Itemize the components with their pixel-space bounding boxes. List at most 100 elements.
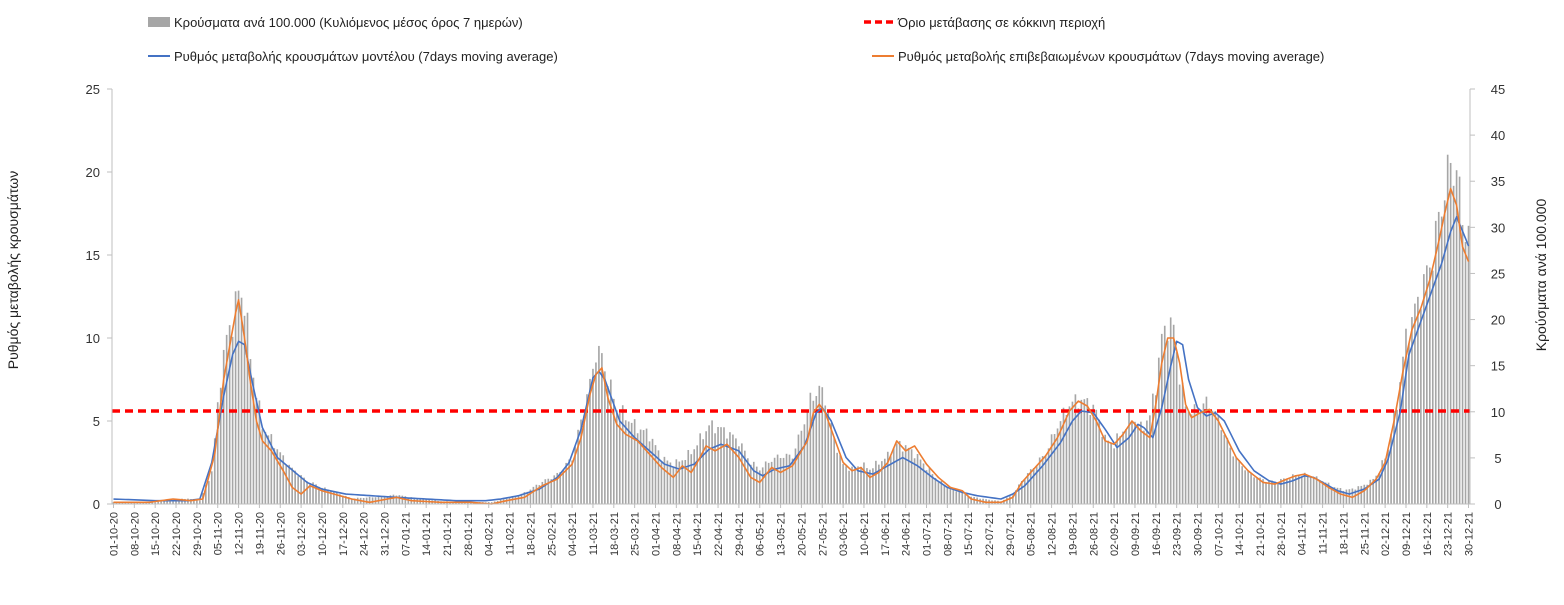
bar bbox=[1235, 457, 1238, 504]
bar bbox=[559, 472, 562, 504]
bar bbox=[1163, 325, 1166, 504]
x-tick-label: 09-12-21 bbox=[1401, 512, 1413, 556]
bar bbox=[851, 466, 853, 504]
bar bbox=[1166, 340, 1169, 504]
bar bbox=[222, 349, 225, 504]
bar bbox=[1071, 401, 1074, 504]
bar bbox=[1434, 220, 1437, 505]
bar bbox=[1402, 356, 1404, 504]
bar bbox=[532, 486, 535, 504]
bar bbox=[160, 501, 162, 504]
bar bbox=[669, 462, 672, 504]
x-tick-label: 15-10-20 bbox=[150, 512, 162, 556]
x-tick-label: 25-11-21 bbox=[1359, 512, 1371, 555]
y-left-tick-labels: 0 5 10 15 20 25 bbox=[86, 82, 112, 512]
bar bbox=[154, 502, 156, 504]
x-tick-label: 12-08-21 bbox=[1047, 512, 1059, 556]
bar bbox=[889, 456, 892, 504]
bar bbox=[1175, 352, 1178, 504]
bar bbox=[842, 464, 844, 504]
bar bbox=[1464, 241, 1467, 504]
bar bbox=[1154, 395, 1157, 504]
bar bbox=[1134, 421, 1136, 504]
bar bbox=[1140, 421, 1142, 504]
x-tick-label: 04-02-21 bbox=[484, 512, 496, 556]
bar bbox=[562, 469, 564, 504]
bar bbox=[1393, 410, 1395, 504]
bar bbox=[1309, 477, 1312, 504]
bar bbox=[529, 489, 532, 504]
bar bbox=[1321, 481, 1324, 504]
bar bbox=[788, 454, 791, 504]
bar bbox=[1143, 430, 1145, 504]
bar bbox=[1271, 480, 1273, 504]
bar bbox=[213, 438, 216, 504]
bar bbox=[633, 419, 636, 504]
x-tick-label: 29-10-20 bbox=[192, 512, 204, 556]
bar bbox=[285, 465, 288, 504]
bar bbox=[568, 459, 570, 504]
bar bbox=[336, 492, 338, 504]
bar bbox=[225, 334, 228, 504]
bar bbox=[1241, 466, 1243, 504]
x-tick-label: 16-09-21 bbox=[1151, 512, 1163, 556]
bar bbox=[1306, 476, 1309, 504]
bar bbox=[318, 486, 320, 504]
bar bbox=[758, 470, 761, 504]
bar bbox=[755, 466, 758, 504]
bar bbox=[276, 449, 279, 504]
bar bbox=[1104, 434, 1107, 504]
bar bbox=[723, 427, 725, 504]
bar bbox=[970, 496, 972, 504]
bar bbox=[1300, 476, 1303, 504]
bar bbox=[848, 470, 850, 504]
legend-label-threshold: Όριο μετάβασης σε κόκκινη περιοχή bbox=[897, 15, 1105, 30]
bar bbox=[270, 434, 273, 504]
bar bbox=[940, 480, 943, 504]
x-tick-label: 13-05-21 bbox=[776, 512, 788, 556]
bar bbox=[1015, 490, 1017, 504]
bar bbox=[556, 472, 559, 504]
bar bbox=[916, 453, 919, 504]
bar bbox=[687, 449, 690, 504]
bar bbox=[1274, 481, 1276, 504]
bar bbox=[327, 489, 329, 504]
bar bbox=[1375, 475, 1378, 504]
bar bbox=[800, 430, 803, 504]
bar bbox=[517, 495, 520, 504]
bar bbox=[580, 419, 582, 504]
x-tick-label: 18-11-21 bbox=[1338, 512, 1350, 555]
y-left-tick-label: 5 bbox=[93, 414, 100, 429]
bar bbox=[1315, 476, 1318, 504]
y-right-tick-label: 15 bbox=[1491, 359, 1505, 374]
bar bbox=[398, 495, 401, 504]
bar bbox=[1202, 403, 1205, 504]
bar bbox=[1208, 409, 1211, 504]
bar bbox=[1336, 487, 1339, 504]
bar bbox=[839, 455, 841, 504]
bar bbox=[836, 452, 838, 504]
bar bbox=[1387, 449, 1389, 504]
x-tick-label: 28-01-21 bbox=[463, 512, 475, 556]
bar bbox=[300, 475, 302, 504]
bar bbox=[1211, 410, 1214, 504]
bar bbox=[535, 484, 538, 504]
x-tick-label: 11-11-21 bbox=[1318, 512, 1330, 554]
bar bbox=[1062, 407, 1065, 504]
bar bbox=[207, 481, 210, 504]
bar bbox=[776, 454, 779, 504]
x-tick-label: 23-09-21 bbox=[1172, 512, 1184, 556]
bar bbox=[157, 501, 159, 504]
x-tick-label: 25-02-21 bbox=[546, 512, 558, 556]
bar bbox=[782, 457, 785, 504]
legend-label-model: Ρυθμός μεταβολής κρουσμάτων μοντέλου (7d… bbox=[174, 49, 558, 64]
bar bbox=[1098, 419, 1101, 504]
bar bbox=[1086, 398, 1089, 504]
bar bbox=[1065, 414, 1068, 504]
bar bbox=[386, 495, 389, 504]
bar bbox=[306, 481, 308, 504]
bar bbox=[666, 460, 669, 504]
x-tick-label: 22-10-20 bbox=[171, 512, 183, 556]
x-tick-label: 02-12-21 bbox=[1380, 512, 1392, 556]
